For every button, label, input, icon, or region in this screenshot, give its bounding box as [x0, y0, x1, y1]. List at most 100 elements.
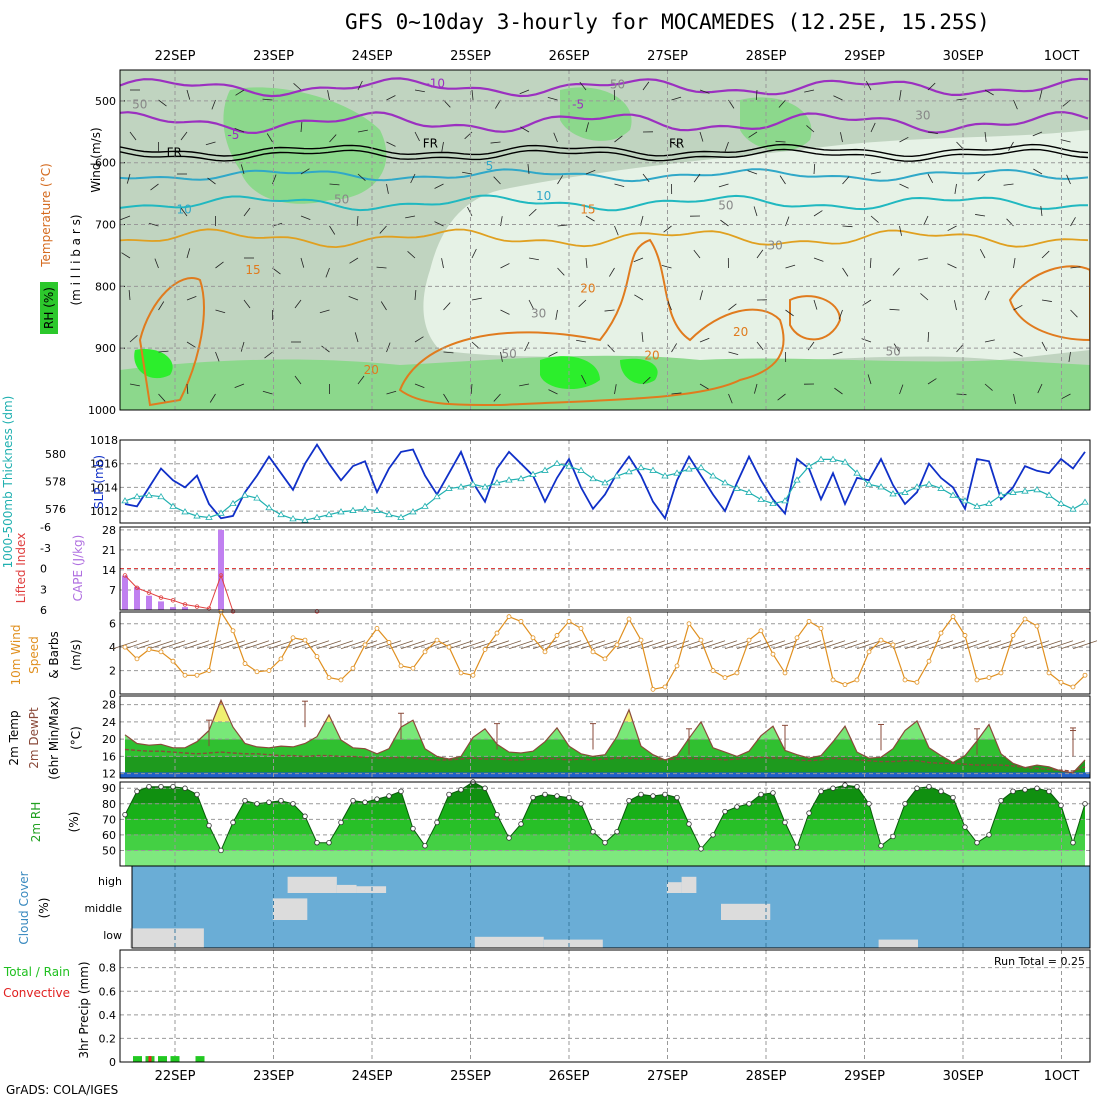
wind-barb	[472, 640, 498, 650]
wind-tick-label: 4	[109, 641, 116, 654]
wind-barb	[471, 341, 480, 349]
contour-label: 15	[580, 202, 595, 216]
rh-band	[125, 803, 1085, 820]
wind-speed-point	[122, 644, 128, 650]
wind-barb	[760, 640, 786, 650]
thickness-point	[325, 510, 333, 518]
rh-point	[734, 804, 740, 810]
rh-point	[314, 839, 320, 846]
wind-barb	[1041, 250, 1050, 259]
wind-barb	[870, 215, 879, 223]
run-total: Run Total = 0.25	[994, 955, 1085, 968]
wind-barb	[904, 640, 930, 650]
wind-speed-point	[662, 684, 668, 690]
wind-speed-point	[338, 677, 344, 683]
ylabel-temp2m-d: (°C)	[69, 726, 83, 750]
wind-barb	[300, 257, 305, 268]
wind-barb	[747, 170, 758, 175]
rh-point	[230, 819, 236, 826]
wind-barb	[718, 183, 729, 188]
ylabel-wind10m-a: 10m Wind	[9, 625, 23, 686]
rh-point	[182, 785, 188, 791]
rh-point	[614, 829, 620, 835]
wind-speed-point	[134, 656, 140, 662]
date-label-bottom: 30SEP	[943, 1069, 984, 1084]
ylabel-wind10m-c: & Barbs	[47, 631, 61, 679]
wind-barb	[699, 290, 703, 301]
cloud-clear-span	[543, 939, 603, 948]
wind-speed-point	[782, 670, 788, 676]
date-label-top: 30SEP	[943, 49, 984, 64]
wind-speed-point	[614, 642, 620, 648]
wind-barb	[785, 264, 796, 269]
wind-barb	[838, 309, 843, 320]
wind-speed-point	[242, 661, 248, 666]
ytick-label: 800	[95, 280, 116, 293]
wind-barb	[186, 89, 191, 100]
thickness-point	[985, 499, 993, 507]
cloud-clear-span	[878, 939, 918, 948]
cloud-clear-span	[666, 882, 682, 893]
wind-barb	[556, 640, 582, 650]
wind-barb	[376, 266, 387, 269]
wind-speed-point	[722, 675, 728, 680]
wind-barb	[642, 81, 650, 91]
cape-bar	[182, 607, 188, 610]
contour-10	[120, 194, 1088, 212]
wind-barb	[892, 640, 918, 650]
wind-barb	[129, 131, 137, 141]
cape-bar	[218, 529, 224, 610]
wind-speed-point	[542, 649, 548, 655]
contour-minus5	[120, 111, 1089, 135]
wind-barb	[186, 341, 196, 348]
ylabel-temp: Temperature (°C)	[39, 163, 53, 268]
thickness-point	[181, 508, 189, 515]
wind-barb	[947, 263, 957, 269]
wind-barb	[460, 640, 486, 650]
wind-barb	[693, 249, 701, 259]
rh-point	[866, 801, 872, 807]
wind-barb	[736, 640, 762, 650]
cloud-clear-span	[287, 876, 337, 893]
wind-barb	[434, 183, 444, 189]
rh-point	[206, 822, 212, 829]
wind-barb	[357, 375, 365, 385]
cape-frame	[119, 526, 1091, 611]
rh-point	[962, 824, 968, 830]
thickness-point	[625, 468, 633, 475]
wind-speed-point	[266, 668, 272, 673]
wind-barb	[364, 640, 390, 650]
rh-point	[134, 788, 140, 795]
rh-point	[122, 811, 128, 818]
rh-tick-label: 90	[102, 782, 116, 795]
contour-label: 50	[132, 97, 147, 111]
wind-barb	[293, 83, 302, 91]
wind-barb	[292, 640, 318, 650]
rh-band	[125, 788, 1085, 804]
temp2m-panel: 28 24 20 16 12 2m Temp 2m DewPt (6hr Min/Max) (°…	[7, 695, 1091, 781]
thickness-point	[433, 492, 441, 500]
rh-point	[542, 791, 548, 798]
rh-point	[242, 797, 248, 804]
ylabel-cloud-units: (%)	[37, 898, 51, 919]
ylabel-cape: CAPE (J/kg)	[71, 535, 85, 602]
wind-barb	[490, 141, 501, 144]
wind-speed-point	[194, 672, 200, 678]
wind-barb	[947, 225, 957, 232]
wind-barb	[861, 338, 872, 343]
thickness-point	[805, 462, 813, 469]
wind-speed-point	[434, 637, 440, 643]
wind-barb	[234, 383, 245, 388]
ytick-label: 900	[95, 342, 116, 355]
precip-tick-label: 0.8	[99, 962, 117, 975]
wind-barb	[150, 183, 159, 191]
thickness-point	[157, 492, 165, 500]
slp-tick-label: 1016	[90, 458, 118, 471]
wind-speed-point	[566, 618, 572, 624]
cape-bar	[134, 587, 140, 610]
wind-barb	[548, 351, 558, 357]
wind-barb	[699, 383, 709, 390]
temp-bands	[125, 700, 1085, 774]
wind-barb	[1036, 640, 1062, 650]
wind-speed-point	[758, 628, 764, 634]
